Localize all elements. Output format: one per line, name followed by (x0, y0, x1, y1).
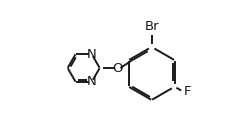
Text: N: N (86, 75, 96, 88)
Text: F: F (183, 85, 190, 98)
Text: N: N (86, 48, 96, 61)
Text: O: O (112, 61, 122, 75)
Text: Br: Br (144, 20, 158, 33)
